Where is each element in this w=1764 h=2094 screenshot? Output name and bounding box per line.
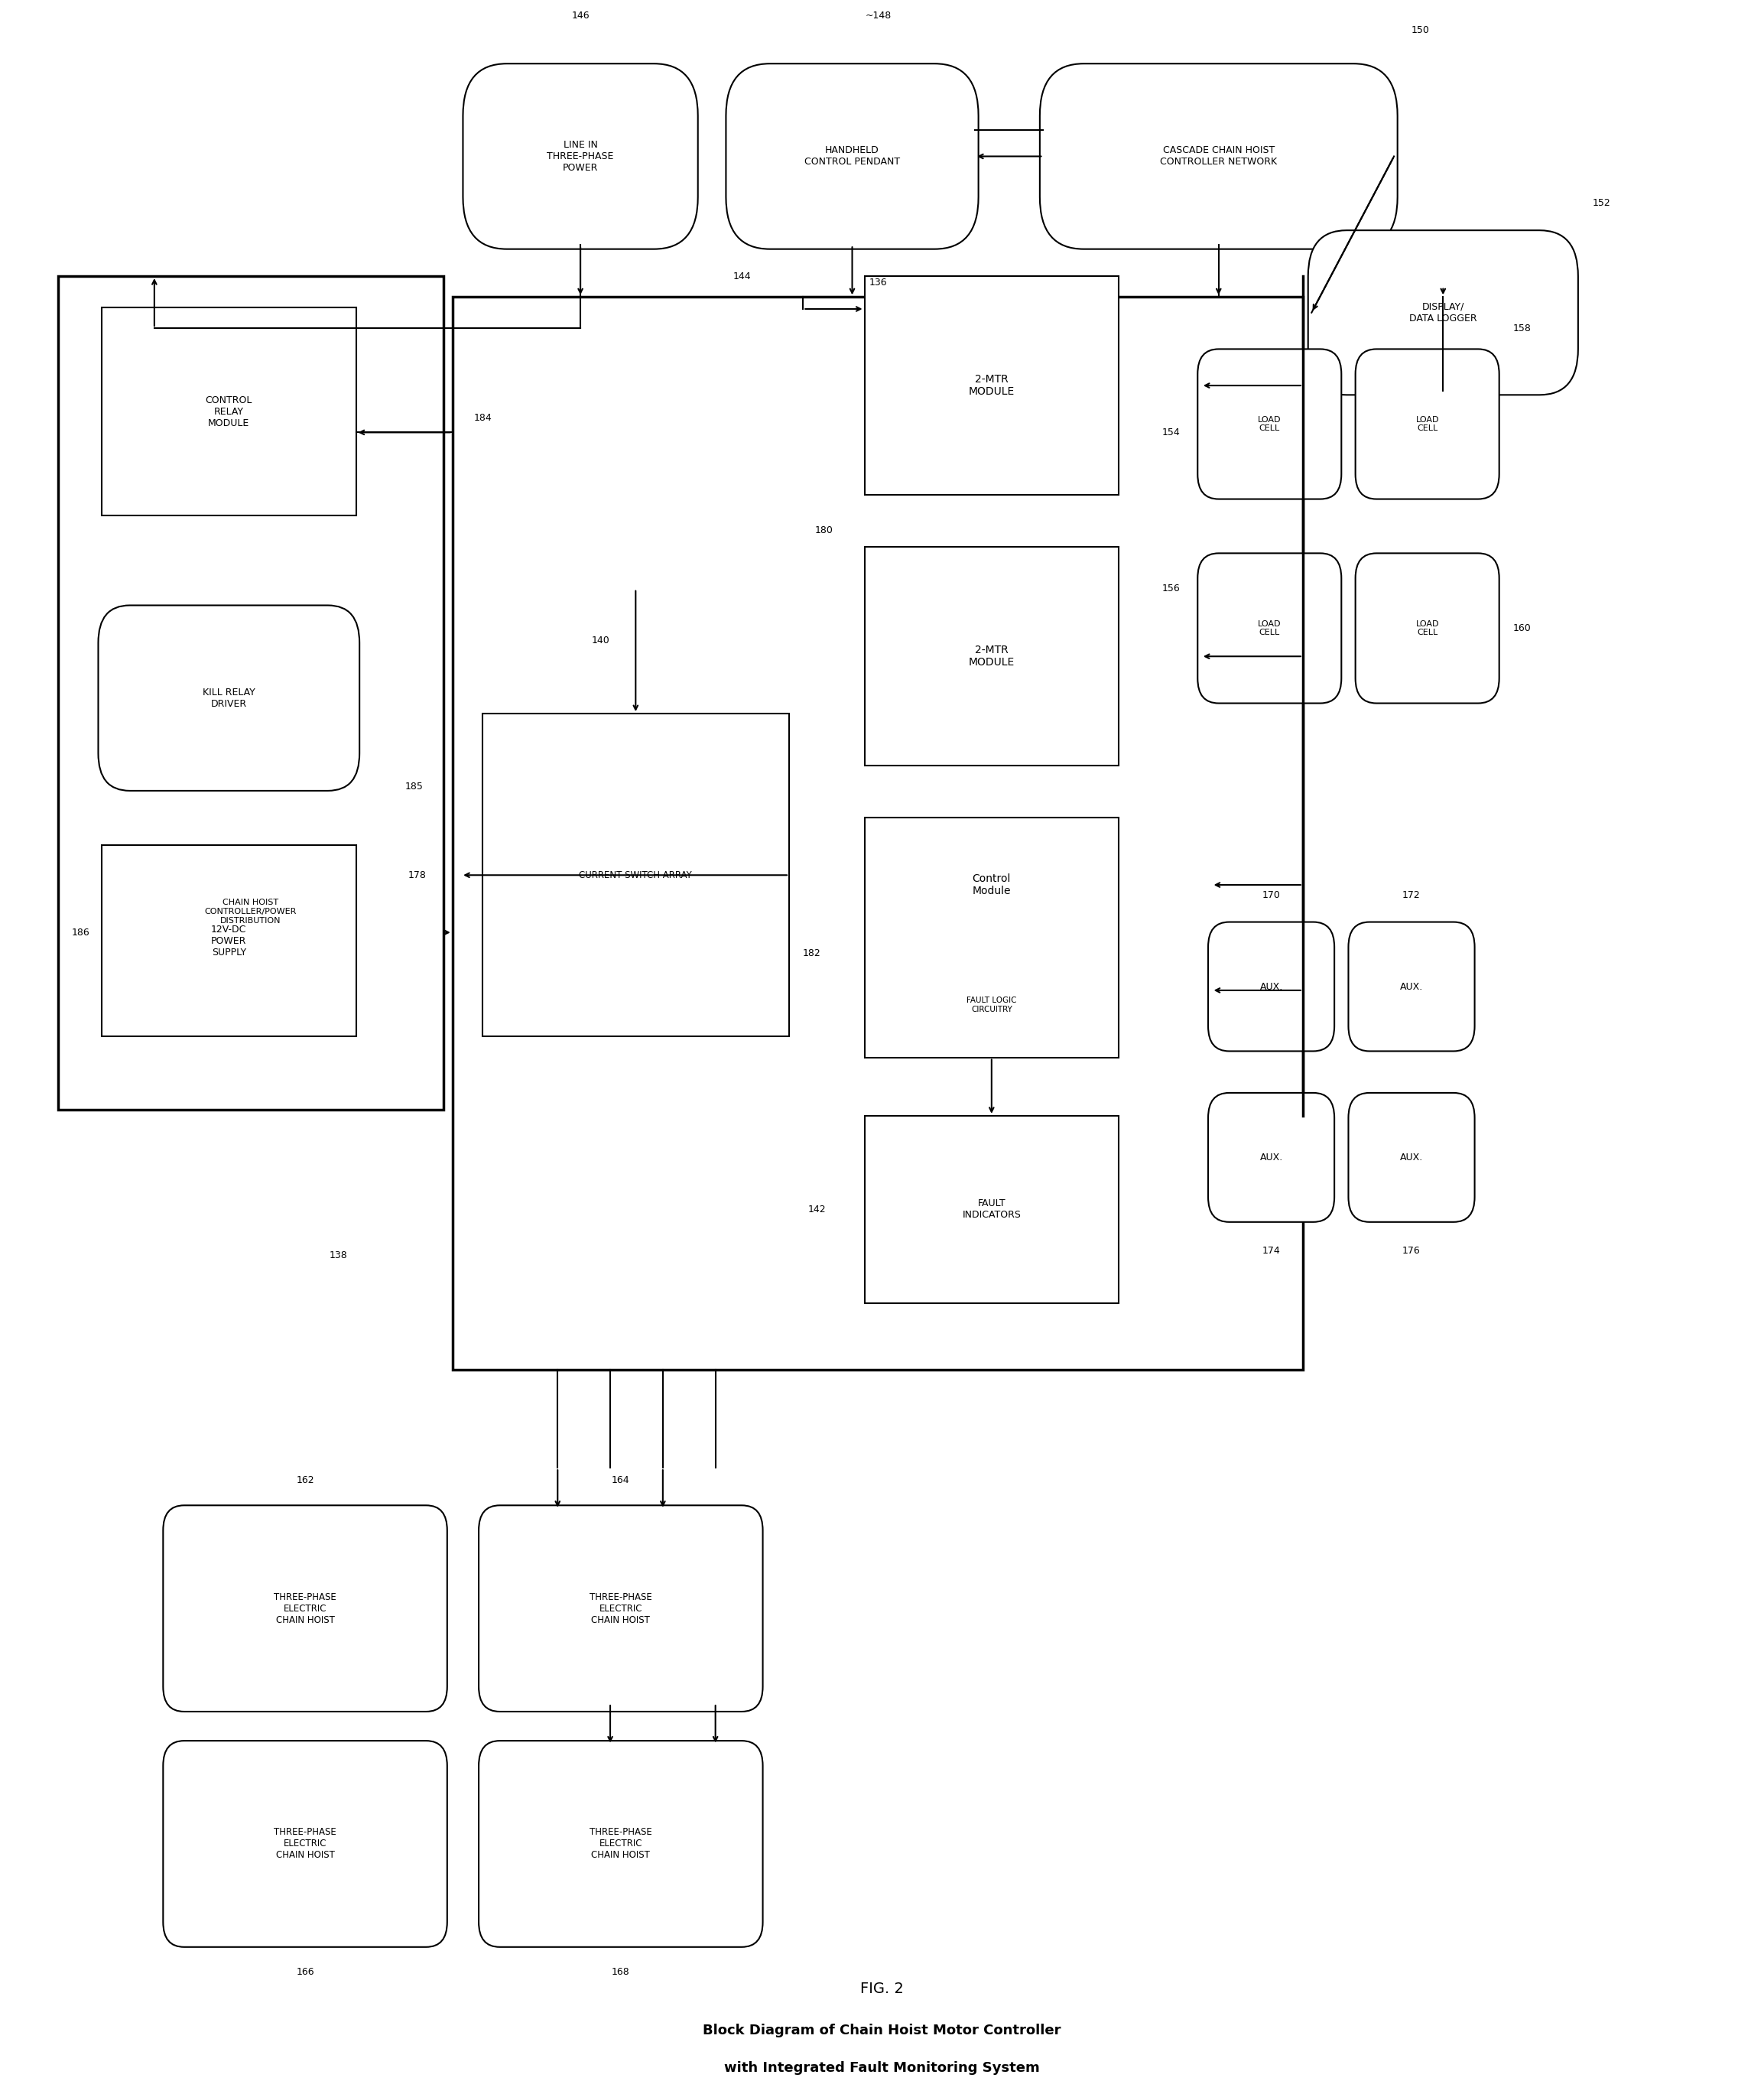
Bar [102, 844, 356, 1037]
Text: FIG. 2: FIG. 2 [861, 1981, 903, 1996]
Text: HANDHELD
CONTROL PENDANT: HANDHELD CONTROL PENDANT [804, 147, 900, 168]
Bar [864, 276, 1118, 494]
Text: THREE-PHASE
ELECTRIC
CHAIN HOIST: THREE-PHASE ELECTRIC CHAIN HOIST [273, 1591, 337, 1625]
Text: LOAD
CELL: LOAD CELL [1416, 620, 1439, 637]
Text: 185: 185 [406, 781, 423, 792]
Text: DISPLAY/
DATA LOGGER: DISPLAY/ DATA LOGGER [1409, 302, 1476, 322]
Text: 168: 168 [612, 1966, 630, 1977]
Text: 160: 160 [1514, 624, 1531, 632]
Text: 140: 140 [591, 637, 610, 645]
Bar [452, 297, 1304, 1369]
Text: 138: 138 [330, 1250, 348, 1261]
Text: LOAD
CELL: LOAD CELL [1258, 417, 1281, 431]
Text: AUX.: AUX. [1259, 982, 1282, 993]
Bar [864, 547, 1118, 766]
Text: 180: 180 [815, 526, 833, 536]
FancyBboxPatch shape [1348, 921, 1475, 1051]
Text: 182: 182 [803, 949, 820, 959]
Text: 164: 164 [612, 1476, 630, 1485]
FancyBboxPatch shape [462, 63, 699, 249]
FancyBboxPatch shape [162, 1740, 446, 1947]
Text: AUX.: AUX. [1259, 1152, 1282, 1162]
Text: 174: 174 [1263, 1246, 1281, 1256]
Bar [58, 276, 445, 1110]
FancyBboxPatch shape [478, 1740, 762, 1947]
Bar [864, 1116, 1118, 1302]
FancyBboxPatch shape [478, 1506, 762, 1711]
Text: 178: 178 [407, 871, 427, 879]
FancyBboxPatch shape [1208, 1093, 1334, 1223]
FancyBboxPatch shape [1039, 63, 1397, 249]
FancyBboxPatch shape [1208, 921, 1334, 1051]
Text: LOAD
CELL: LOAD CELL [1416, 417, 1439, 431]
Text: 156: 156 [1162, 584, 1180, 593]
Text: 152: 152 [1593, 199, 1611, 207]
Text: KILL RELAY
DRIVER: KILL RELAY DRIVER [203, 687, 256, 708]
Text: 136: 136 [870, 276, 887, 287]
Text: with Integrated Fault Monitoring System: with Integrated Fault Monitoring System [725, 2060, 1039, 2075]
FancyBboxPatch shape [1198, 553, 1341, 704]
Text: 176: 176 [1402, 1246, 1420, 1256]
Text: 166: 166 [296, 1966, 314, 1977]
Text: Block Diagram of Chain Hoist Motor Controller: Block Diagram of Chain Hoist Motor Contr… [702, 2023, 1062, 2037]
Text: Control
Module: Control Module [972, 873, 1011, 896]
Text: THREE-PHASE
ELECTRIC
CHAIN HOIST: THREE-PHASE ELECTRIC CHAIN HOIST [273, 1828, 337, 1859]
Text: 146: 146 [572, 10, 589, 21]
Text: LINE IN
THREE-PHASE
POWER: LINE IN THREE-PHASE POWER [547, 140, 614, 174]
Text: AUX.: AUX. [1401, 982, 1424, 993]
Text: CASCADE CHAIN HOIST
CONTROLLER NETWORK: CASCADE CHAIN HOIST CONTROLLER NETWORK [1161, 147, 1277, 168]
Text: AUX.: AUX. [1401, 1152, 1424, 1162]
Text: 184: 184 [473, 413, 492, 423]
Text: 170: 170 [1261, 890, 1281, 900]
Text: 2-MTR
MODULE: 2-MTR MODULE [968, 645, 1014, 668]
Bar [864, 819, 1118, 1057]
Text: THREE-PHASE
ELECTRIC
CHAIN HOIST: THREE-PHASE ELECTRIC CHAIN HOIST [589, 1828, 653, 1859]
Text: CONTROL
RELAY
MODULE: CONTROL RELAY MODULE [205, 396, 252, 427]
Text: 186: 186 [72, 928, 90, 938]
Text: 162: 162 [296, 1476, 314, 1485]
FancyBboxPatch shape [1355, 350, 1499, 498]
FancyBboxPatch shape [1355, 553, 1499, 704]
Text: 154: 154 [1162, 427, 1180, 438]
Bar [102, 308, 356, 515]
Text: CURRENT SWITCH ARRAY: CURRENT SWITCH ARRAY [579, 871, 691, 879]
Text: FAULT
INDICATORS: FAULT INDICATORS [961, 1198, 1021, 1221]
Text: 144: 144 [732, 272, 751, 281]
FancyBboxPatch shape [99, 605, 360, 792]
Text: THREE-PHASE
ELECTRIC
CHAIN HOIST: THREE-PHASE ELECTRIC CHAIN HOIST [589, 1591, 653, 1625]
FancyBboxPatch shape [162, 1506, 446, 1711]
Text: LOAD
CELL: LOAD CELL [1258, 620, 1281, 637]
FancyBboxPatch shape [1348, 1093, 1475, 1223]
Text: 12V-DC
POWER
SUPPLY: 12V-DC POWER SUPPLY [212, 923, 247, 957]
Text: 2-MTR
MODULE: 2-MTR MODULE [968, 375, 1014, 398]
FancyBboxPatch shape [1198, 350, 1341, 498]
Bar [482, 714, 789, 1037]
Text: FAULT LOGIC
CIRCUITRY: FAULT LOGIC CIRCUITRY [967, 997, 1016, 1013]
Text: 158: 158 [1514, 322, 1531, 333]
Text: 172: 172 [1402, 890, 1420, 900]
Text: 142: 142 [808, 1204, 826, 1215]
Text: CHAIN HOIST
CONTROLLER/POWER
DISTRIBUTION: CHAIN HOIST CONTROLLER/POWER DISTRIBUTIO… [205, 898, 296, 923]
Text: ~148: ~148 [866, 10, 891, 21]
FancyBboxPatch shape [1309, 230, 1579, 396]
Text: 150: 150 [1411, 25, 1431, 36]
FancyBboxPatch shape [727, 63, 979, 249]
